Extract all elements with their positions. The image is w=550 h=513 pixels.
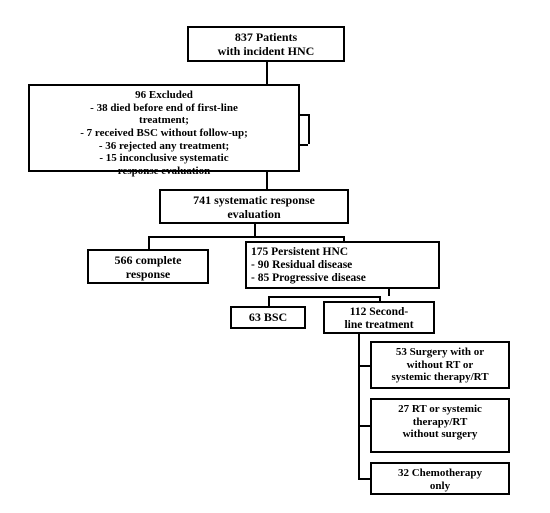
flow-node-n1: 837 Patientswith incident HNC <box>187 26 345 62</box>
connector-vertical <box>148 236 150 249</box>
flow-node-n9: 27 RT or systemictherapy/RTwithout surge… <box>370 398 510 453</box>
connector-horizontal <box>358 425 370 427</box>
flow-node-n4: 566 completeresponse <box>87 249 209 284</box>
flow-node-n3: 741 systematic responseevaluation <box>159 189 349 224</box>
connector-horizontal <box>358 478 370 480</box>
flowchart-canvas: 837 Patientswith incident HNC 96 Excluded… <box>0 0 550 513</box>
connector-horizontal <box>268 296 379 298</box>
flow-node-n5: 175 Persistent HNC - 90 Residual disease… <box>245 241 440 289</box>
flow-node-n6: 63 BSC <box>230 306 306 329</box>
connector-vertical <box>266 62 268 84</box>
connector-vertical <box>308 114 310 144</box>
connector-horizontal <box>358 365 370 367</box>
flow-node-n7: 112 Second-line treatment <box>323 301 435 334</box>
connector-horizontal <box>148 236 343 238</box>
connector-vertical <box>388 289 390 296</box>
connector-vertical <box>254 224 256 236</box>
flow-node-n10: 32 Chemotherapyonly <box>370 462 510 495</box>
connector-vertical <box>358 334 360 480</box>
connector-vertical <box>268 296 270 306</box>
flow-node-n2: 96 Excluded- 38 died before end of first… <box>28 84 300 172</box>
flow-node-n8: 53 Surgery with orwithout RT orsystemic … <box>370 341 510 389</box>
